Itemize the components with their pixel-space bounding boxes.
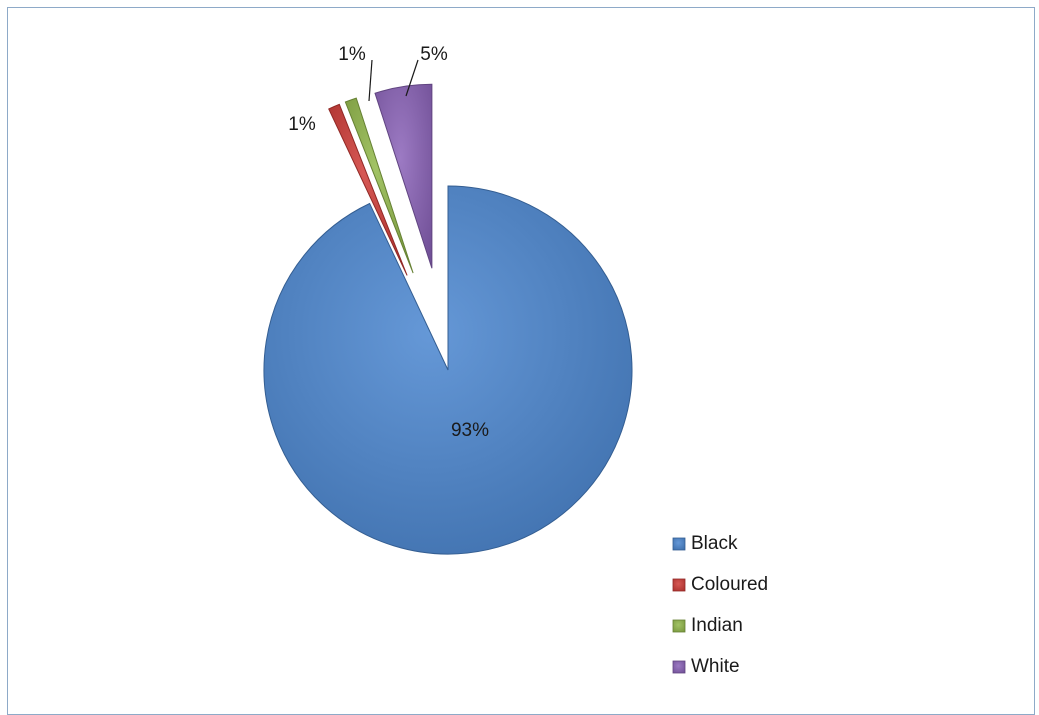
pie-slice-black <box>263 185 633 555</box>
legend-swatch-indian <box>672 619 686 633</box>
legend-swatch-white <box>672 660 686 674</box>
legend-label-white: White <box>691 656 740 677</box>
data-label-white: 5% <box>420 44 448 65</box>
legend: Black Coloured Indian White <box>672 533 768 677</box>
data-label-coloured: 1% <box>288 114 316 135</box>
pie-slice-white <box>374 83 433 269</box>
legend-label-indian: Indian <box>691 615 743 636</box>
legend-label-coloured: Coloured <box>691 574 768 595</box>
legend-label-black: Black <box>691 533 738 554</box>
pie-slices <box>263 83 633 555</box>
data-labels: 93% 1% 1% 5% <box>288 44 489 441</box>
leader-lines <box>368 59 419 102</box>
leader-line-white <box>405 59 419 97</box>
data-label-indian: 1% <box>338 44 366 65</box>
pie-slice-coloured <box>328 103 408 276</box>
leader-line-indian <box>368 59 373 102</box>
legend-swatch-black <box>672 537 686 551</box>
pie-slice-indian <box>344 97 414 274</box>
legend-swatch-coloured <box>672 578 686 592</box>
data-label-black: 93% <box>451 420 489 441</box>
